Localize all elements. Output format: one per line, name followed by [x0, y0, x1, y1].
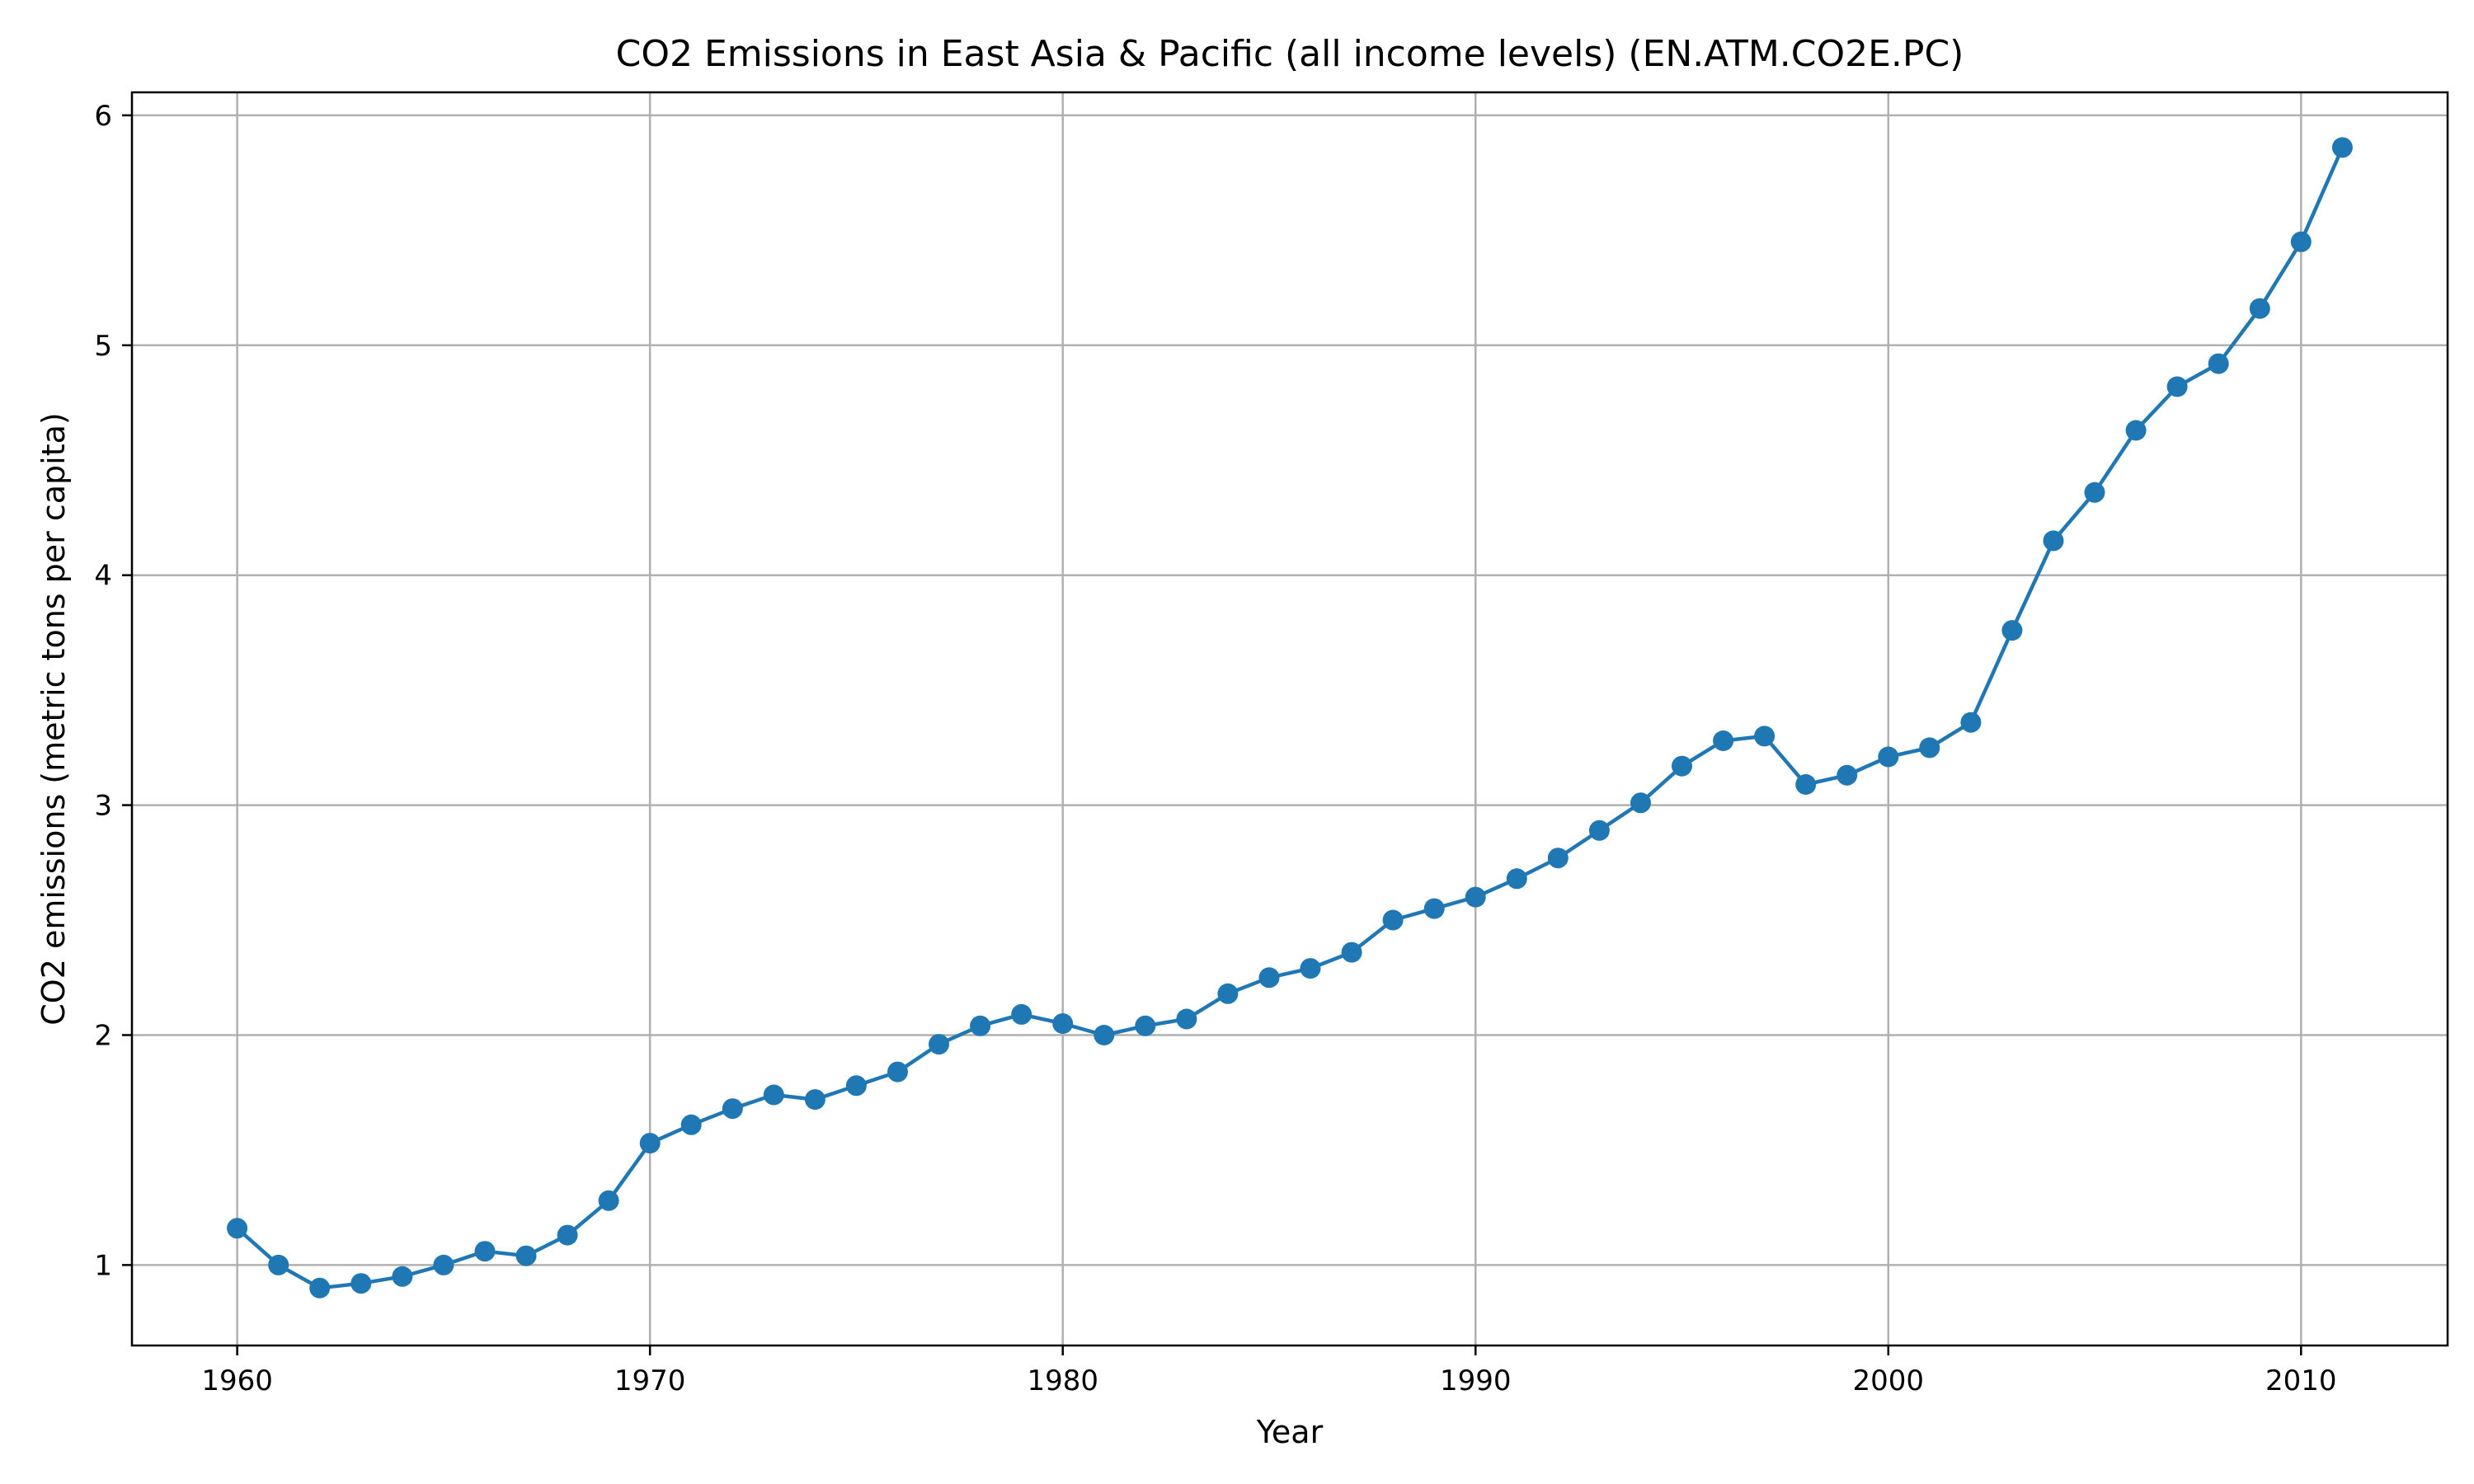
data-point [763, 1084, 784, 1106]
y-tick-label: 5 [94, 330, 112, 363]
data-point [1258, 967, 1280, 989]
data-point [722, 1098, 743, 1120]
data-point [1837, 764, 1858, 786]
x-tick-label: 2010 [2265, 1364, 2337, 1397]
data-point [1052, 1013, 1074, 1034]
data-point [1713, 730, 1734, 751]
data-point [2043, 530, 2064, 552]
x-tick-label: 1990 [1440, 1364, 1512, 1397]
data-point [804, 1089, 825, 1111]
grid [132, 92, 2448, 1345]
y-tick-label: 4 [94, 560, 112, 593]
data-point [680, 1114, 702, 1135]
y-tick-label: 1 [94, 1249, 112, 1282]
data-point [1795, 774, 1817, 795]
data-point [1135, 1015, 1156, 1036]
data-point [1672, 755, 1692, 777]
data-point [2001, 620, 2023, 641]
data-point [2166, 376, 2188, 397]
data-point [1919, 737, 1940, 758]
data-point [1300, 958, 1321, 979]
data-point [1506, 868, 1527, 890]
data-point [1547, 848, 1569, 869]
data-point [1176, 1008, 1197, 1030]
data-point [639, 1133, 661, 1154]
data-point [2125, 420, 2147, 441]
data-point [1960, 711, 1982, 733]
data-point [1630, 792, 1651, 814]
chart-title: CO2 Emissions in East Asia & Pacific (al… [616, 33, 1964, 75]
data-point [227, 1218, 248, 1239]
data-point [929, 1034, 949, 1055]
data-point [1217, 983, 1239, 1004]
data-point [474, 1241, 496, 1262]
data-point [2331, 137, 2353, 158]
data-point [1011, 1003, 1032, 1025]
series-line [235, 145, 2345, 1290]
series-line-group [235, 145, 2345, 1290]
data-point [1382, 909, 1404, 931]
y-axis: 1 2 3 4 5 6 [94, 100, 132, 1282]
data-point [433, 1254, 454, 1275]
y-axis-label: CO2 emissions (metric tons per capita) [35, 412, 72, 1025]
data-point [557, 1224, 578, 1246]
data-point [845, 1075, 867, 1097]
data-point [1878, 746, 1899, 768]
x-tick-label: 2000 [1853, 1364, 1925, 1397]
data-point [1423, 898, 1445, 919]
data-point [515, 1245, 537, 1266]
data-point [1465, 886, 1486, 908]
data-point [1754, 726, 1776, 747]
data-point [1094, 1025, 1115, 1045]
data-point [2249, 298, 2270, 319]
x-tick-label: 1970 [614, 1364, 686, 1397]
x-tick-label: 1960 [201, 1364, 273, 1397]
data-point [970, 1015, 991, 1036]
data-point [268, 1254, 289, 1275]
data-point [350, 1273, 372, 1294]
data-point [598, 1190, 619, 1211]
x-axis-label: Year [1256, 1414, 1324, 1450]
x-tick-label: 1980 [1027, 1364, 1098, 1397]
data-point [309, 1277, 331, 1298]
data-point [2290, 231, 2312, 252]
data-point [887, 1061, 908, 1082]
data-point [1588, 819, 1610, 841]
data-point [392, 1266, 413, 1287]
y-tick-label: 6 [94, 100, 112, 133]
data-point [2084, 481, 2105, 503]
series-markers [227, 137, 2353, 1298]
plot-area-frame [130, 91, 2449, 1347]
y-tick-label: 3 [94, 790, 112, 823]
y-tick-label: 2 [94, 1019, 112, 1052]
data-point [1341, 942, 1362, 963]
x-axis: 1960 1970 1980 1990 2000 2010 [201, 1345, 2337, 1397]
data-point [2208, 353, 2229, 374]
